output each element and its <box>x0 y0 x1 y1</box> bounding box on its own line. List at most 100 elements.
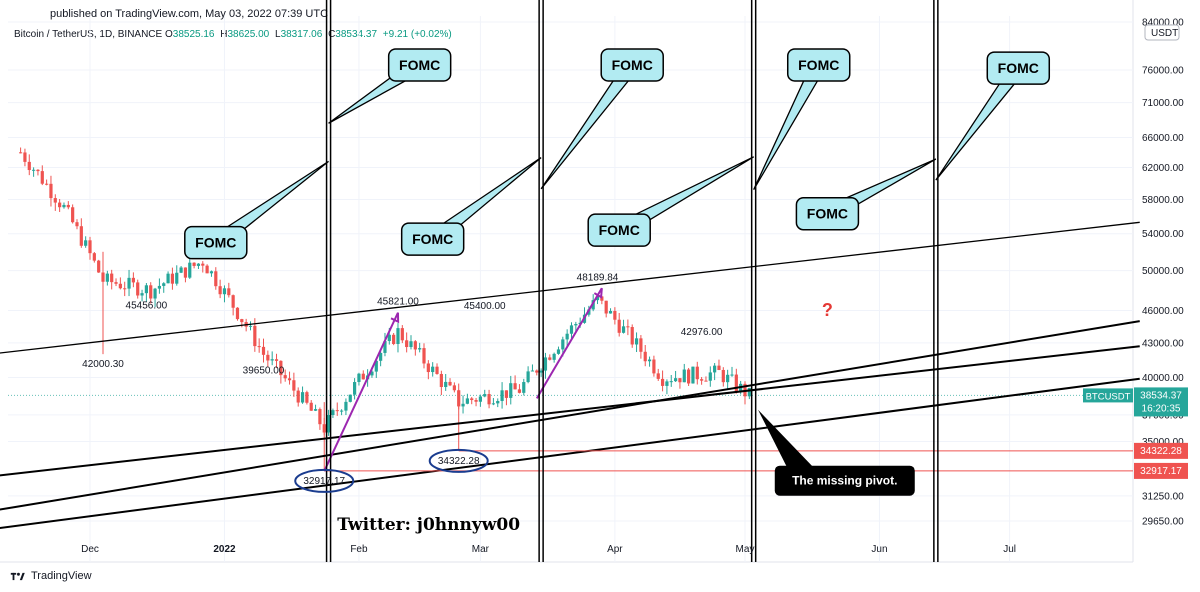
fomc-callout-label: FOMC <box>195 235 236 251</box>
candle <box>127 277 131 289</box>
candle <box>170 273 175 284</box>
candle <box>483 394 487 397</box>
twitter-handle: Twitter: j0hnnyw00 <box>337 515 520 535</box>
candle <box>474 400 478 402</box>
fomc-callout-label: FOMC <box>798 57 839 73</box>
candle <box>266 354 270 361</box>
candle <box>140 293 144 296</box>
support-tag-34322-bg <box>1134 442 1188 459</box>
candle <box>157 285 162 289</box>
candle <box>682 369 686 383</box>
candle <box>183 267 188 278</box>
candle <box>695 366 699 380</box>
lower-channel-line <box>0 377 1140 530</box>
fomc-callout: FOMC <box>795 158 937 231</box>
candle <box>114 282 118 284</box>
candle <box>639 338 643 352</box>
x-tick-label: Dec <box>81 544 99 555</box>
candle <box>227 288 231 296</box>
candle <box>530 370 535 372</box>
candle <box>726 374 730 383</box>
pivot-label: 48189.84 <box>577 272 619 283</box>
y-tick-label: 29650.00 <box>1142 517 1184 528</box>
candle <box>673 378 678 382</box>
candle <box>123 288 127 290</box>
fomc-callout-box <box>400 222 465 256</box>
candle <box>370 371 374 376</box>
footer-brand: TradingView <box>31 570 92 582</box>
candle <box>162 283 166 286</box>
fomc-callout-box <box>786 48 851 82</box>
candle <box>669 381 673 383</box>
candle <box>205 265 209 274</box>
candle <box>305 392 309 403</box>
symbol-tag-bg <box>1083 388 1133 403</box>
y-tick-label: 35000.00 <box>1142 437 1184 448</box>
tradingview-logo-icon <box>10 572 25 580</box>
fomc-callout-label: FOMC <box>399 57 440 73</box>
candle <box>431 366 435 373</box>
low-value: 38317.06 <box>280 29 323 40</box>
currency-badge <box>1144 24 1180 41</box>
candle <box>656 373 660 379</box>
candle <box>344 401 348 411</box>
candle <box>313 409 318 411</box>
candle <box>144 285 148 294</box>
fomc-callout: FOMC <box>935 51 1051 181</box>
y-tick-label: 46000.00 <box>1142 306 1184 317</box>
candle <box>713 365 717 373</box>
x-tick-label: Jul <box>1003 544 1016 555</box>
candle <box>691 366 695 384</box>
pivot-label: 42000.30 <box>82 359 124 370</box>
last-price-tag: 38534.37 16:20:35 <box>1134 387 1188 417</box>
candle <box>287 378 292 381</box>
candle <box>270 359 274 361</box>
pivot-label: 39650.00 <box>243 366 285 377</box>
candle <box>613 310 617 320</box>
rise-arrow-1 <box>323 312 399 472</box>
candle <box>687 369 691 384</box>
y-tick-label: 31250.00 <box>1142 491 1184 502</box>
candle <box>296 390 300 403</box>
y-tick-label: 43000.00 <box>1142 338 1184 349</box>
low-highlight-ellipse <box>294 468 355 493</box>
fomc-callout: FOMC <box>540 48 664 190</box>
candle <box>240 319 244 323</box>
candle <box>422 348 426 364</box>
candle <box>647 359 652 362</box>
missing-pivot-box <box>774 465 915 496</box>
candle <box>595 296 600 301</box>
candle <box>339 410 344 412</box>
fomc-callout: FOMC <box>328 48 452 124</box>
candle <box>45 183 49 185</box>
symbol-name[interactable]: Bitcoin / TetherUS, 1D, BINANCE <box>14 29 163 40</box>
upper-channel-line <box>0 221 1140 354</box>
support-tag-32917: 32917.17 <box>1134 462 1188 479</box>
low-highlight-ellipse <box>428 448 489 473</box>
candle <box>409 341 413 348</box>
price-axis[interactable]: 84000.00 76000.00 71000.00 66000.00 62000.00… <box>1083 18 1188 528</box>
candle <box>257 346 261 348</box>
candle <box>448 381 452 386</box>
publish-info: published on TradingView.com, May 03, 20… <box>50 8 329 20</box>
rise-arrow-2-head <box>593 288 603 299</box>
candle <box>153 288 157 299</box>
candle <box>209 271 214 274</box>
candle <box>439 373 443 388</box>
candle <box>487 394 491 405</box>
candle <box>721 369 725 383</box>
x-tick-label: 2022 <box>213 544 236 555</box>
y-tick-label: 54000.00 <box>1142 229 1184 240</box>
candle <box>539 370 543 373</box>
pivot-label: 45821.00 <box>377 296 419 307</box>
rise-arrow-1-head <box>390 312 400 324</box>
candle <box>58 202 62 208</box>
pivot-label: 42976.00 <box>681 327 723 338</box>
candle <box>435 366 439 374</box>
candle <box>396 328 400 344</box>
candle <box>717 365 721 370</box>
candle <box>36 169 40 172</box>
middle-channel-line <box>0 345 1140 477</box>
time-axis[interactable]: Dec 2022 Feb Mar Apr May Jun Jul <box>81 544 1016 555</box>
